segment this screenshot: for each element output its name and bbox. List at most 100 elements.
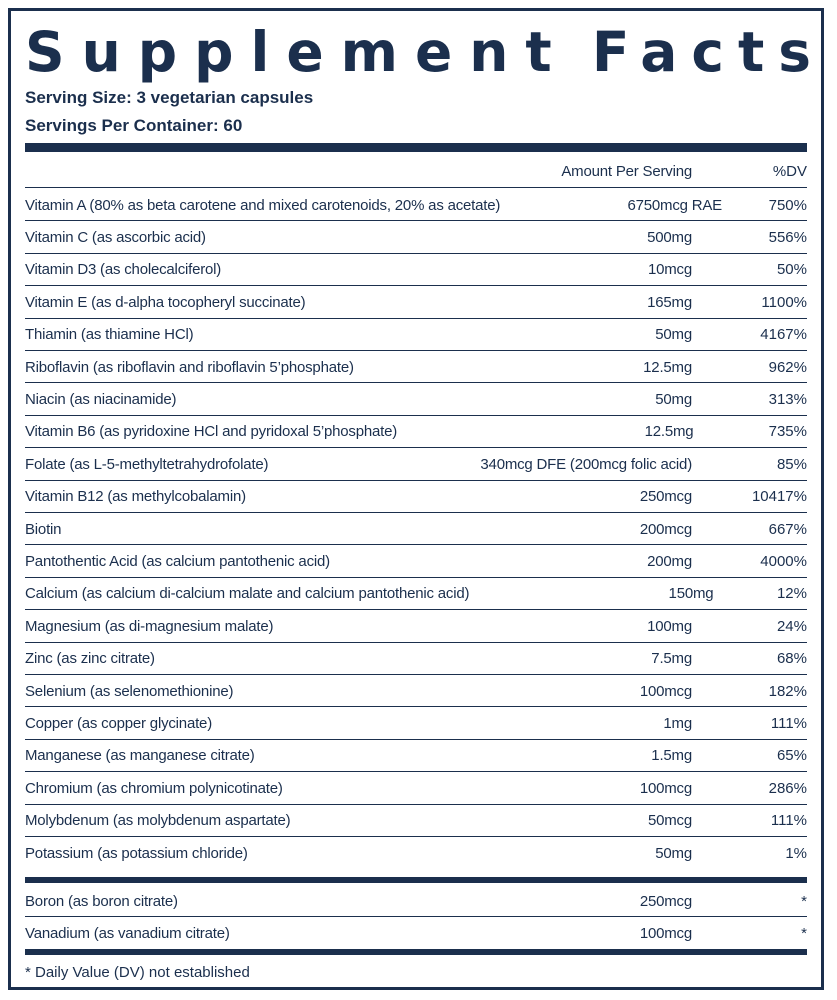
- nutrient-dv: 65%: [776, 747, 807, 765]
- nutrient-name: Vitamin B6 (as pyridoxine HCl and pyrido…: [25, 423, 398, 441]
- table-row: Magnesium (as di-magnesium malate) 100mg 2…: [25, 610, 807, 642]
- row-divider: [25, 674, 807, 675]
- nutrient-name: Copper (as copper glycinate): [25, 714, 212, 732]
- nutrient-amount: 1.5mg: [651, 747, 692, 765]
- nutrient-name: Niacin (as niacinamide): [25, 390, 177, 408]
- nutrient-dv: 12%: [776, 585, 807, 603]
- nutrient-name: Vitamin B12 (as methylcobalamin): [25, 488, 246, 506]
- table-row: Vitamin B12 (as methylcobalamin) 250mcg 10…: [25, 481, 807, 513]
- table-row: Potassium (as potassium chloride) 50mg 1%: [25, 837, 807, 869]
- top-rule: [25, 143, 807, 152]
- nutrient-amount: 100mg: [647, 617, 692, 635]
- nutrient-amount: 50mcg: [647, 812, 692, 830]
- nutrient-name: Vanadium (as vanadium citrate): [25, 924, 230, 942]
- amount-header: Amount Per Serving: [561, 162, 692, 180]
- nutrient-dv: 1%: [785, 844, 807, 862]
- nutrient-name: Potassium (as potassium chloride): [25, 844, 248, 862]
- table-row: Manganese (as manganese citrate) 1.5mg 65%: [25, 740, 807, 772]
- nutrient-dv: 667%: [768, 520, 807, 538]
- nutrient-name: Zinc (as zinc citrate): [25, 650, 155, 668]
- table-row: Folate (as L-5-methyltetrahydrofolate) 34…: [25, 448, 807, 480]
- nutrient-name: Selenium (as selenomethionine): [25, 682, 234, 700]
- nutrient-name: Calcium (as calcium di-calcium malate an…: [25, 585, 470, 603]
- nutrient-amount: 1mg: [663, 714, 692, 732]
- nutrient-amount: 250mcg: [639, 488, 692, 506]
- table-row: Vanadium (as vanadium citrate) 100mcg *: [25, 917, 807, 949]
- section-rule: [25, 877, 807, 883]
- nutrient-amount: 12.5mg: [644, 423, 694, 441]
- row-divider: [25, 285, 807, 287]
- table-row: Vitamin D3 (as cholecalciferol) 10mcg 50%: [25, 254, 807, 286]
- row-divider: [25, 220, 807, 222]
- nutrient-dv: 50%: [776, 261, 807, 279]
- table-row: Thiamin (as thiamine HCl) 50mg 4167%: [25, 319, 807, 351]
- table-row: Vitamin A (80% as beta carotene and mixe…: [25, 189, 807, 221]
- nutrient-dv: 10417%: [751, 488, 807, 506]
- nutrient-dv: *: [801, 892, 807, 910]
- nutrient-amount: 10mcg: [647, 261, 692, 279]
- nutrient-name: Molybdenum (as molybdenum aspartate): [25, 812, 291, 830]
- nutrient-dv: 68%: [776, 650, 807, 668]
- row-divider: [25, 382, 807, 384]
- bottom-rule: [25, 949, 807, 955]
- nutrient-dv: 735%: [768, 423, 807, 441]
- footnote: * Daily Value (DV) not established: [25, 964, 250, 981]
- nutrient-name: Folate (as L-5-methyltetrahydrofolate): [25, 455, 269, 473]
- row-divider: [25, 252, 807, 254]
- table-row: Biotin 200mcg 667%: [25, 513, 807, 545]
- row-divider: [25, 738, 807, 740]
- nutrient-name: Vitamin A (80% as beta carotene and mixe…: [25, 196, 501, 214]
- row-divider: [25, 544, 807, 546]
- nutrient-amount: 500mg: [647, 228, 692, 246]
- nutrient-dv: 4000%: [760, 552, 807, 570]
- nutrient-amount: 200mg: [647, 552, 692, 570]
- nutrient-dv: 313%: [768, 390, 807, 408]
- table-row: Vitamin C (as ascorbic acid) 500mg 556%: [25, 221, 807, 253]
- table-row: Calcium (as calcium di-calcium malate an…: [25, 578, 807, 610]
- nutrient-amount: 250mcg: [639, 892, 692, 910]
- header-rule: [25, 187, 807, 188]
- table-row: Copper (as copper glycinate) 1mg 111%: [25, 707, 807, 739]
- nutrient-amount: 165mg: [647, 293, 692, 311]
- row-divider: [25, 836, 807, 837]
- row-divider: [25, 447, 807, 449]
- row-divider: [25, 609, 807, 611]
- nutrient-dv: 750%: [768, 196, 807, 214]
- nutrient-dv: 111%: [770, 714, 807, 732]
- row-divider: [25, 414, 807, 416]
- nutrient-dv: 4167%: [760, 326, 807, 344]
- table-row: Molybdenum (as molybdenum aspartate) 50mc…: [25, 805, 807, 837]
- nutrient-amount: 340mcg DFE (200mcg folic acid): [480, 455, 692, 473]
- nutrient-amount: 7.5mg: [651, 650, 692, 668]
- nutrient-dv: 556%: [768, 228, 807, 246]
- table-row: Zinc (as zinc citrate) 7.5mg 68%: [25, 643, 807, 675]
- table-row: Vitamin B6 (as pyridoxine HCl and pyrido…: [25, 416, 807, 448]
- nutrient-amount: 100mcg: [639, 924, 692, 942]
- nutrient-name: Thiamin (as thiamine HCl): [25, 326, 194, 344]
- nutrient-name: Riboflavin (as riboflavin and riboflavin…: [25, 358, 354, 376]
- nutrient-name: Biotin: [25, 520, 62, 538]
- title-word-supplement: Supplement: [25, 20, 569, 84]
- table-row: Boron (as boron citrate) 250mcg *: [25, 885, 807, 917]
- nutrient-dv: 24%: [776, 617, 807, 635]
- table-row: Pantothentic Acid (as calcium pantotheni…: [25, 545, 807, 577]
- nutrient-amount: 100mcg: [639, 682, 692, 700]
- dv-header: %DV: [772, 162, 807, 180]
- table-row: Selenium (as selenomethionine) 100mcg 182%: [25, 675, 807, 707]
- table-row: Chromium (as chromium polynicotinate) 100…: [25, 772, 807, 804]
- nutrient-dv: *: [801, 924, 807, 942]
- nutrient-name: Magnesium (as di-magnesium malate): [25, 617, 274, 635]
- nutrient-name: Vitamin C (as ascorbic acid): [25, 228, 206, 246]
- nutrient-name: Chromium (as chromium polynicotinate): [25, 779, 283, 797]
- row-divider: [25, 916, 807, 917]
- title-word-facts: Facts: [591, 20, 825, 84]
- row-divider: [25, 479, 807, 481]
- nutrient-name: Boron (as boron citrate): [25, 892, 178, 910]
- nutrient-name: Vitamin E (as d-alpha tocopheryl succina…: [25, 293, 306, 311]
- nutrient-dv: 182%: [768, 682, 807, 700]
- page-title: Supplement Facts: [25, 19, 811, 85]
- nutrient-amount: 50mg: [655, 390, 692, 408]
- nutrient-amount: 50mg: [655, 844, 692, 862]
- supplement-facts-panel: Supplement Facts Serving Size: 3 vegetar…: [8, 8, 824, 990]
- nutrient-name: Manganese (as manganese citrate): [25, 747, 255, 765]
